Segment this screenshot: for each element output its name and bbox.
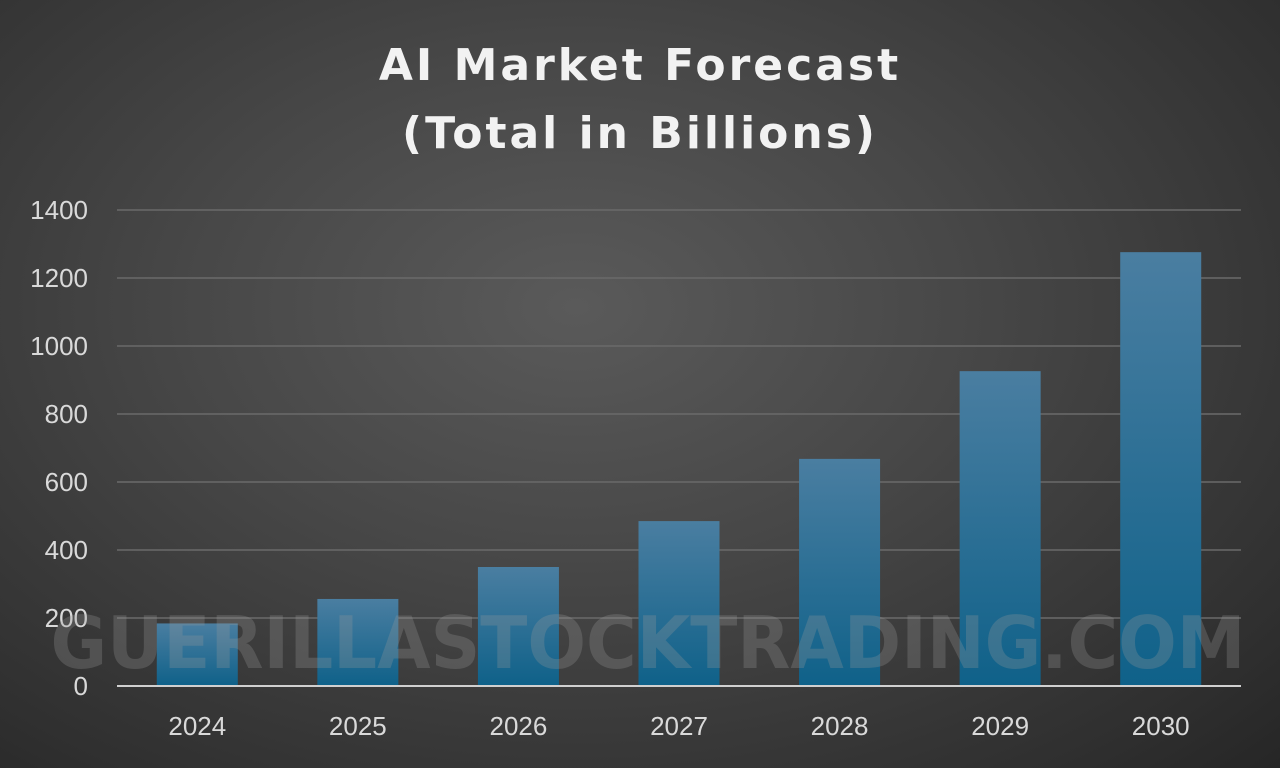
y-tick-label: 600 xyxy=(45,467,88,497)
bar-2025 xyxy=(317,598,399,686)
x-tick-label: 2030 xyxy=(1132,711,1190,741)
y-tick-label: 1000 xyxy=(30,331,88,361)
y-tick-label: 200 xyxy=(45,603,88,633)
x-tick-label: 2025 xyxy=(329,711,387,741)
bar-2026 xyxy=(477,567,559,686)
x-axis-ticks: 2024 2025 2026 2027 2028 2029 2030 xyxy=(168,711,1189,741)
bar-2029 xyxy=(959,371,1041,686)
bar-2030 xyxy=(1120,252,1202,686)
y-tick-label: 800 xyxy=(45,399,88,429)
y-tick-label: 0 xyxy=(74,671,88,701)
y-axis-ticks: 0 200 400 600 800 1000 1200 1400 xyxy=(30,195,88,701)
bar-2024 xyxy=(156,623,238,686)
bars xyxy=(156,252,1202,686)
y-tick-label: 1400 xyxy=(30,195,88,225)
chart-title-line-2: (Total in Billions) xyxy=(402,108,878,159)
bar-2027 xyxy=(638,521,720,686)
bar-2028 xyxy=(799,458,881,686)
x-tick-label: 2028 xyxy=(811,711,869,741)
watermark-text: GUERILLASTOCKTRADING.COM xyxy=(51,601,1246,685)
y-tick-label: 1200 xyxy=(30,263,88,293)
x-tick-label: 2024 xyxy=(168,711,226,741)
y-tick-label: 400 xyxy=(45,535,88,565)
x-tick-label: 2026 xyxy=(490,711,548,741)
gridlines xyxy=(117,209,1241,619)
chart-title-line-1: AI Market Forecast xyxy=(379,40,901,91)
x-tick-label: 2029 xyxy=(971,711,1029,741)
x-tick-label: 2027 xyxy=(650,711,708,741)
